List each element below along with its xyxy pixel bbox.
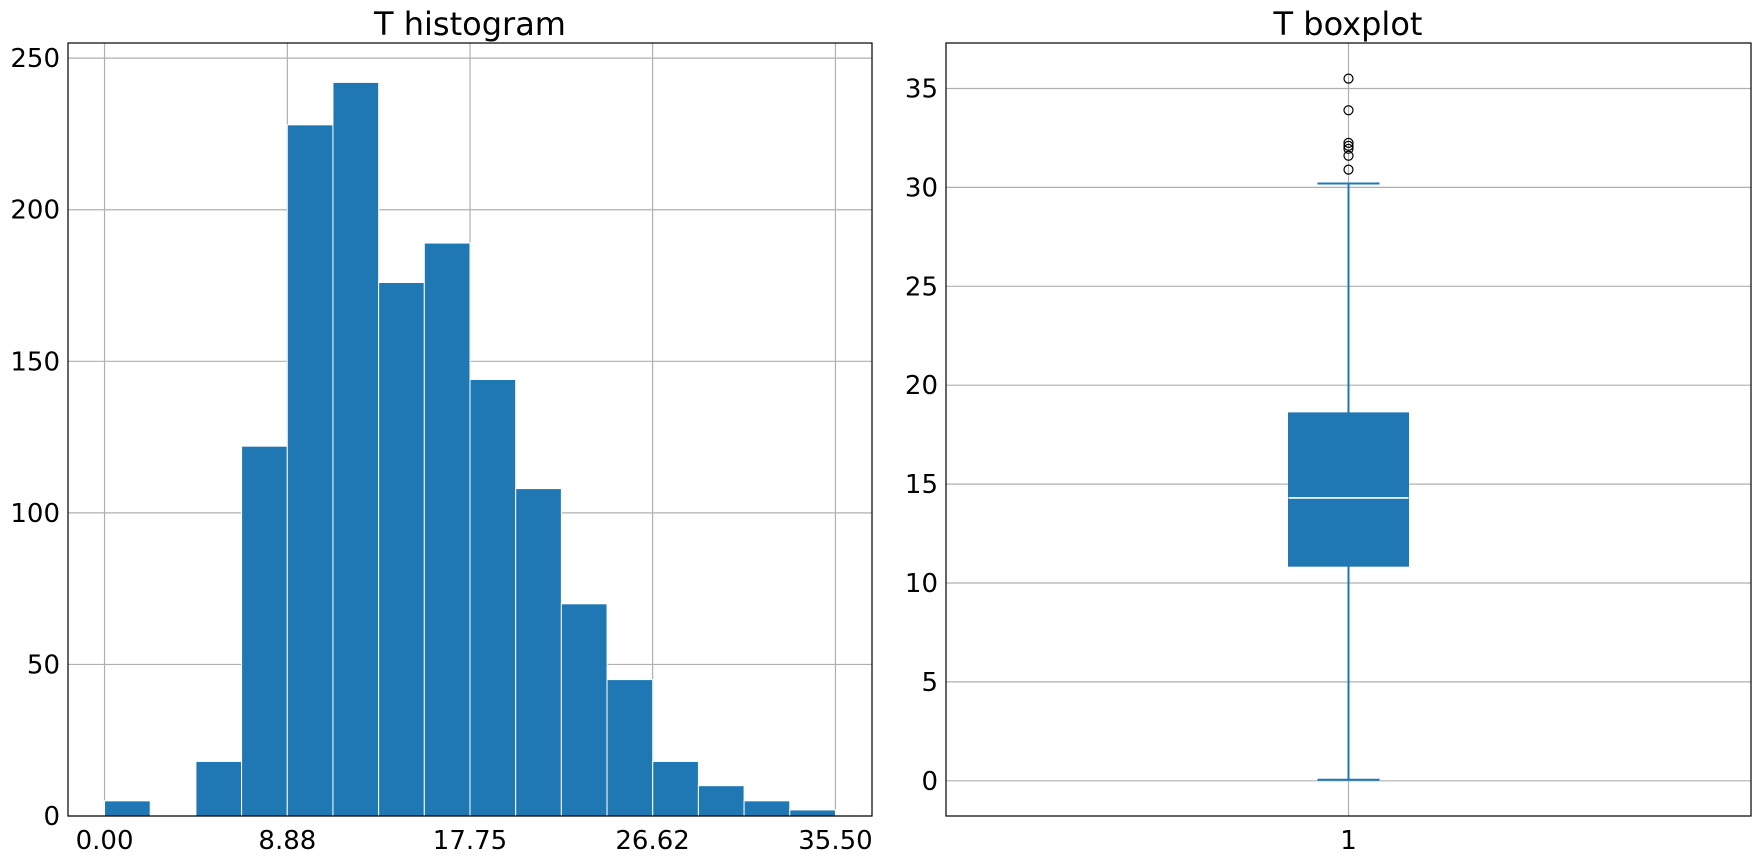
histogram-y-tick-label: 250 [10,44,60,74]
histogram-bar [241,445,288,817]
boxplot-y-tick-label: 0 [921,767,938,797]
histogram-y-tick-label: 150 [10,347,60,377]
histogram-bar [423,242,471,817]
histogram-bar [469,378,517,817]
boxplot-outlier [1343,105,1354,116]
boxplot-body [1288,73,1409,781]
histogram-bar [743,800,791,817]
histogram-panel: T histogram 0.00 8.88 17.75 26.62 35.50 0 50 1… [10,5,872,856]
histogram-bars [104,81,836,817]
boxplot-y-tick-label: 5 [921,668,938,698]
histogram-bar [789,809,836,817]
boxplot-x-tick-label: 1 [1340,826,1357,856]
histogram-x-tick-label: 17.75 [433,826,507,856]
histogram-bar [195,760,243,817]
boxplot-y-ticks: 0 5 10 15 20 25 30 35 [905,74,938,796]
histogram-y-tick-label: 50 [27,650,60,680]
histogram-frame [67,42,873,817]
histogram-x-tick-label: 0.00 [76,826,134,856]
boxplot-y-tick-label: 30 [905,173,938,203]
boxplot-frame [945,42,1752,817]
histogram-bar [560,603,608,817]
histogram-bar [378,281,425,817]
boxplot-y-tick-label: 10 [905,569,938,599]
histogram-x-tick-label: 26.62 [615,826,689,856]
boxplot-outlier [1343,140,1354,151]
histogram-y-tick-label: 0 [43,802,60,832]
histogram-bar [286,124,334,817]
boxplot-outlier [1343,150,1354,161]
histogram-y-ticks: 0 50 100 150 200 250 [10,44,60,832]
boxplot-y-tick-label: 25 [905,272,938,302]
histogram-y-tick-label: 200 [10,196,60,226]
boxplot-outlier [1343,143,1354,154]
boxplot-x-ticks: 1 [1340,826,1357,856]
boxplot-box [1288,412,1409,567]
boxplot-panel: T boxplot 1 0 5 10 15 20 25 30 35 [905,5,1752,856]
boxplot-y-tick-label: 20 [905,371,938,401]
histogram-bar [652,760,699,817]
boxplot-outlier [1343,137,1354,148]
histogram-title: T histogram [373,5,566,43]
boxplot-y-tick-label: 35 [905,74,938,104]
boxplot-y-tick-label: 15 [905,470,938,500]
boxplot-outlier [1343,73,1354,84]
histogram-bar [104,800,151,817]
boxplot-outlier [1343,164,1354,175]
histogram-bar [332,81,380,817]
histogram-x-tick-label: 8.88 [258,826,316,856]
boxplot-title: T boxplot [1273,5,1423,43]
histogram-y-tick-label: 100 [10,499,60,529]
histogram-bar [606,679,654,817]
histogram-bar [515,488,562,817]
histogram-x-ticks: 0.00 8.88 17.75 26.62 35.50 [76,826,873,856]
histogram-bar [697,785,745,817]
histogram-x-tick-label: 35.50 [798,826,872,856]
